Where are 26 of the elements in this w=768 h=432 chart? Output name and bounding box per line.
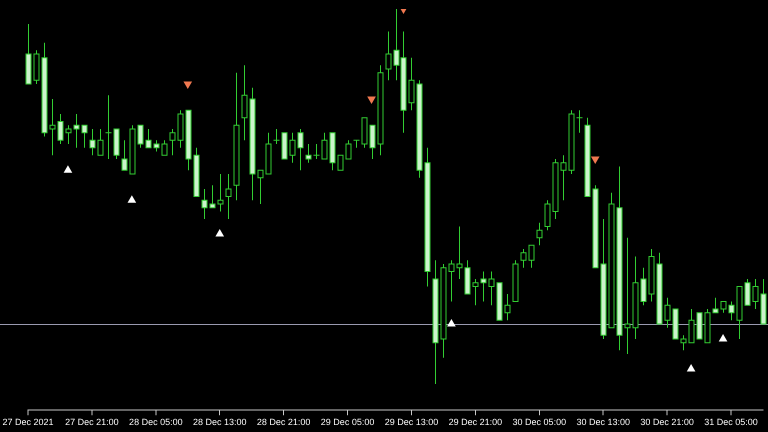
- point: [183, 81, 192, 89]
- x-tick-label: 29 Dec 21:00: [448, 417, 502, 428]
- x-tick-label: 30 Dec 13:00: [576, 417, 630, 428]
- point: [215, 228, 224, 236]
- candlestick: [576, 110, 583, 134]
- x-tick-label: 28 Dec 05:00: [129, 417, 183, 428]
- point: [128, 195, 136, 203]
- candlestick: [353, 140, 360, 148]
- point: [718, 334, 728, 342]
- x-tick-label: 27 Dec 21:00: [65, 417, 119, 428]
- point: [64, 165, 72, 173]
- x-tick-label: 30 Dec 05:00: [512, 417, 566, 428]
- point: [590, 156, 600, 164]
- x-tick-label: 29 Dec 05:00: [320, 417, 374, 428]
- x-tick-label: 30 Dec 21:00: [640, 417, 694, 428]
- point: [367, 96, 376, 104]
- x-tick-label: 28 Dec 13:00: [192, 417, 247, 428]
- x-tick-label: 28 Dec 21:00: [256, 417, 310, 428]
- candlestick: [105, 94, 112, 160]
- x-tick-label: 31 Dec 05:00: [704, 417, 758, 428]
- candlestick: [273, 128, 280, 144]
- point: [447, 318, 456, 326]
- point: [686, 364, 696, 372]
- x-tick-label: 29 Dec 13:00: [384, 417, 438, 428]
- candlestick: [313, 143, 320, 160]
- x-tick-label: 27 Dec 2021: [2, 417, 54, 428]
